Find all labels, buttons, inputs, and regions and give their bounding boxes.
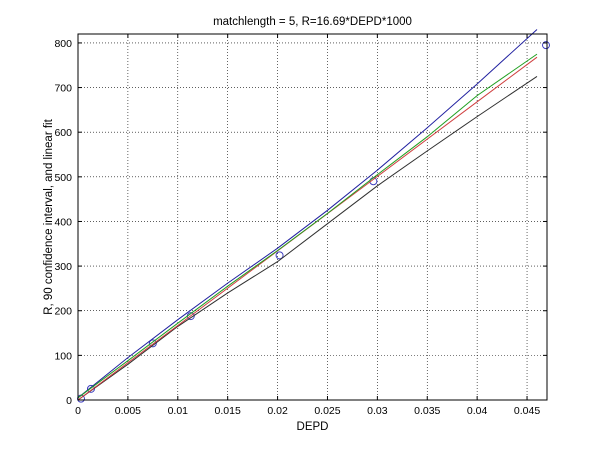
y-tick-label: 0	[66, 395, 72, 407]
series-line-4	[77, 53, 538, 399]
y-axis-label: R, 90 confidence interval, and linear fi…	[43, 118, 55, 314]
data-point	[542, 41, 551, 50]
data-point	[86, 384, 95, 393]
y-tick-label: 300	[54, 261, 72, 273]
x-tick-label: 0.015	[215, 405, 241, 417]
ticks: 0 0.005 0.01 0.015 0.02 0.025 0.03 0.035 0.04 0.0…	[54, 34, 547, 417]
series-layer	[76, 29, 551, 403]
x-tick-label: 0.02	[267, 405, 288, 417]
data-point	[275, 251, 284, 260]
y-tick-label: 200	[54, 306, 72, 318]
series-line-2	[77, 75, 538, 401]
x-tick-label: 0.025	[314, 405, 340, 417]
x-tick-label: 0.005	[115, 405, 141, 417]
y-tick-label: 700	[54, 83, 72, 95]
y-tick-label: 100	[54, 350, 72, 362]
x-tick-label: 0.01	[168, 405, 189, 417]
plot-frame	[77, 33, 548, 401]
x-tick-label: 0.035	[414, 405, 440, 417]
x-tick-label: 0.04	[467, 405, 488, 417]
grid	[78, 34, 547, 400]
x-axis-label: DEPD	[297, 421, 329, 433]
x-tick-label: 0	[75, 405, 81, 417]
y-tick-label: 800	[54, 38, 72, 50]
y-tick-label: 400	[54, 216, 72, 228]
chart-title: matchlength = 5, R=16.69*DEPD*1000	[213, 16, 412, 28]
y-tick-label: 500	[54, 172, 72, 184]
y-tick-label: 600	[54, 127, 72, 139]
series-line-1	[77, 29, 538, 399]
x-tick-label: 0.045	[514, 405, 540, 417]
x-tick-label: 0.03	[367, 405, 388, 417]
